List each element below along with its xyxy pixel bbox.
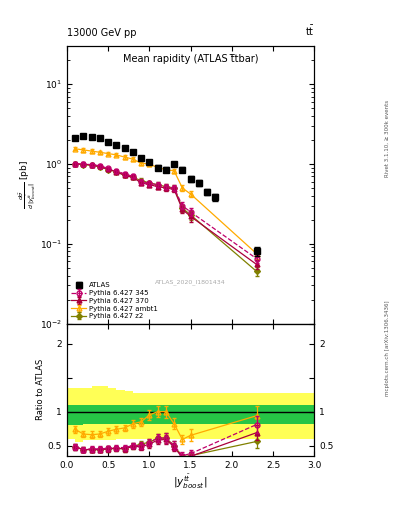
Y-axis label: Ratio to ATLAS: Ratio to ATLAS bbox=[36, 359, 45, 420]
Legend: ATLAS, Pythia 6.427 345, Pythia 6.427 370, Pythia 6.427 ambt1, Pythia 6.427 z2: ATLAS, Pythia 6.427 345, Pythia 6.427 37… bbox=[69, 281, 160, 322]
X-axis label: $|y^{t\bar{t}}_{boost}|$: $|y^{t\bar{t}}_{boost}|$ bbox=[173, 472, 208, 490]
Text: t$\bar{\rm t}$: t$\bar{\rm t}$ bbox=[305, 25, 314, 38]
Text: Mean rapidity (ATLAS t̅tbar): Mean rapidity (ATLAS t̅tbar) bbox=[123, 54, 258, 65]
Y-axis label: $\frac{d\bar{\sigma}}{d\,|y^{t\bar{t}}_{boost}|}$ [pb]: $\frac{d\bar{\sigma}}{d\,|y^{t\bar{t}}_{… bbox=[18, 160, 38, 209]
Text: mcplots.cern.ch [arXiv:1306.3436]: mcplots.cern.ch [arXiv:1306.3436] bbox=[385, 301, 389, 396]
Text: 13000 GeV pp: 13000 GeV pp bbox=[67, 28, 136, 38]
Text: Rivet 3.1.10, ≥ 300k events: Rivet 3.1.10, ≥ 300k events bbox=[385, 100, 389, 177]
Text: ATLAS_2020_I1801434: ATLAS_2020_I1801434 bbox=[155, 279, 226, 285]
